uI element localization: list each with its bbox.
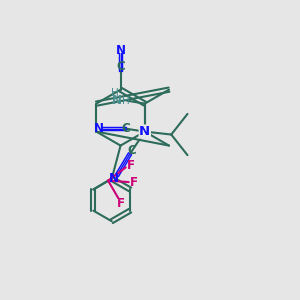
Text: N: N (139, 125, 150, 138)
Text: C: C (116, 60, 125, 73)
Text: N: N (116, 44, 126, 57)
Text: C: C (121, 122, 130, 135)
Text: N: N (94, 122, 103, 135)
Text: N: N (109, 172, 119, 185)
Text: N: N (112, 94, 122, 107)
Text: F: F (127, 159, 135, 172)
Text: F: F (117, 197, 125, 210)
Text: H: H (112, 88, 119, 98)
Text: F: F (130, 176, 138, 189)
Text: C: C (127, 144, 136, 157)
Text: H: H (122, 96, 130, 106)
